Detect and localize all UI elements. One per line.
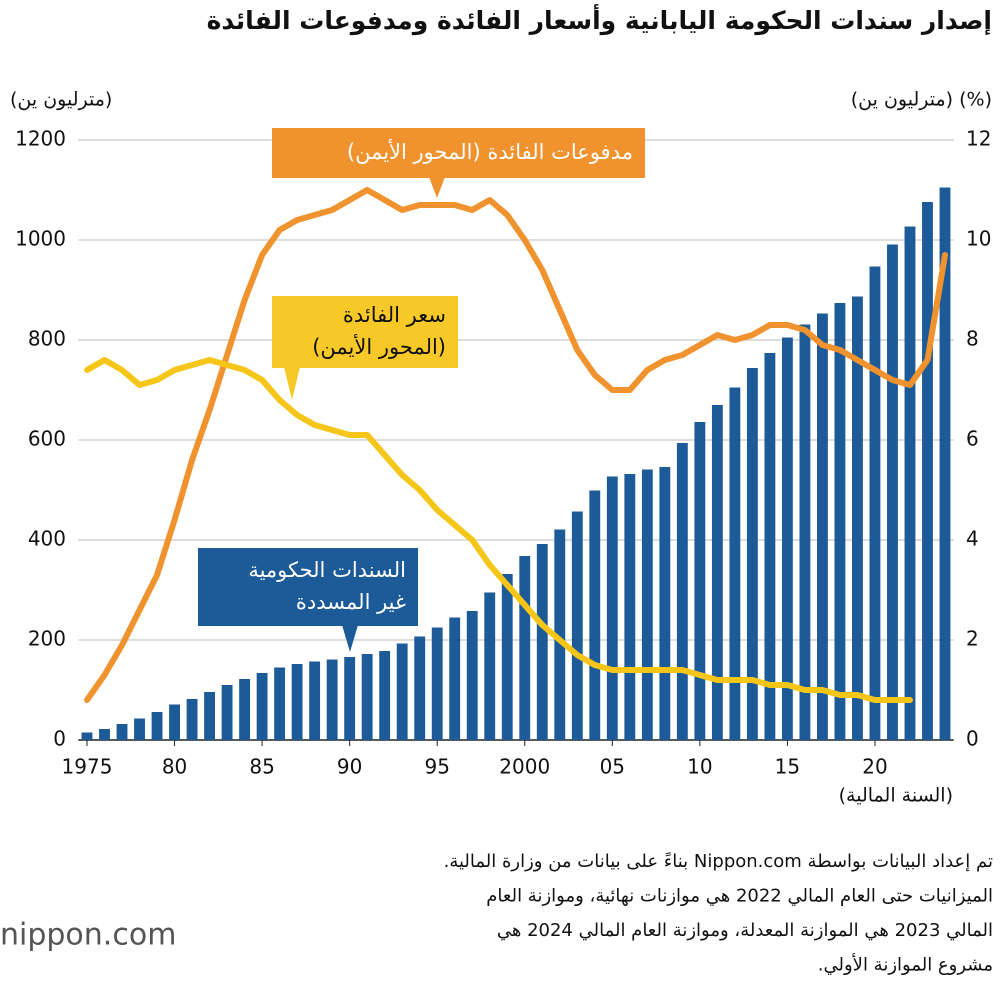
bar: [466, 611, 478, 740]
x-tick-label: 15: [775, 755, 800, 779]
bar: [519, 556, 531, 740]
bar: [571, 511, 583, 740]
y2-tick-label: 10: [966, 227, 991, 251]
bar: [764, 353, 776, 740]
y2-tick-label: 12: [966, 127, 991, 151]
y2-tick-label: 0: [966, 727, 979, 751]
y2-tick-label: 8: [966, 327, 979, 351]
y-tick-label: 1200: [15, 127, 66, 151]
bar: [641, 469, 653, 740]
y2-tick-label: 4: [966, 527, 979, 551]
bar: [274, 667, 286, 740]
bar: [134, 718, 145, 740]
bar: [939, 187, 951, 740]
y2-tick-label: 2: [966, 627, 979, 651]
bar: [326, 659, 338, 740]
legend-label: السندات الحكومية غير المسددة: [248, 558, 406, 614]
y-tick-label: 600: [28, 427, 66, 451]
bar: [554, 529, 566, 740]
bar: [221, 685, 233, 740]
callout-box: [272, 296, 458, 368]
bar: [799, 324, 811, 740]
y-axis-label: (مترليون ين): [10, 89, 112, 111]
bar: [781, 337, 793, 740]
bar: [606, 476, 618, 740]
footnote: المالي 2023 هي الموازنة المعدلة، وموازنة…: [497, 920, 993, 941]
legend-label: مدفوعات الفائدة (المحور الأيمن): [347, 139, 633, 164]
bar: [151, 712, 163, 740]
chart-title: إصدار سندات الحكومة اليابانية وأسعار الف…: [207, 4, 992, 36]
y-tick-label: 1000: [15, 227, 66, 251]
bar: [431, 627, 443, 740]
bar: [169, 704, 180, 740]
y2-tick-label: 6: [966, 427, 979, 451]
y-tick-label: 400: [28, 527, 66, 551]
x-tick-label: 95: [424, 755, 449, 779]
logo: nippon.com: [0, 918, 176, 953]
x-tick-label: 90: [337, 755, 362, 779]
y-tick-label: 0: [53, 727, 66, 751]
bar: [309, 661, 321, 740]
x-tick-label: 85: [249, 755, 274, 779]
bar: [729, 387, 741, 740]
bar: [204, 692, 216, 740]
bar: [484, 592, 496, 740]
bar: [256, 673, 268, 740]
y-tick-label: 200: [28, 627, 66, 651]
bar: [816, 313, 828, 740]
bar: [624, 474, 636, 740]
x-tick-label: 80: [162, 755, 187, 779]
bar: [589, 490, 601, 740]
bar: [711, 405, 723, 740]
bar: [746, 368, 758, 740]
bar: [904, 226, 916, 740]
callout-pointer: [429, 177, 445, 198]
bar: [536, 544, 548, 740]
bar: [676, 443, 688, 740]
bar: [414, 636, 426, 740]
x-tick-label: 05: [600, 755, 625, 779]
bar: [852, 296, 863, 740]
x-tick-label: 10: [687, 755, 712, 779]
bar: [361, 654, 373, 740]
footnote: تم إعداد البيانات بواسطة Nippon.com بناء…: [444, 851, 993, 872]
bar: [501, 574, 513, 740]
bar: [186, 699, 198, 740]
callout-pointer: [284, 367, 300, 400]
bar: [81, 732, 93, 740]
bar: [344, 657, 356, 740]
legend-callout: سعر الفائدة (المحور الأيمن): [272, 296, 458, 400]
line: [84, 357, 913, 703]
bar: [379, 651, 391, 740]
bar: [449, 617, 461, 740]
callout-box: [272, 128, 645, 178]
footnote: مشروع الموازنة الأولي.: [818, 954, 993, 976]
bar: [396, 643, 408, 740]
legend-label: سعر الفائدة (المحور الأيمن): [312, 303, 446, 359]
bar: [239, 679, 251, 740]
x-tick-label: 1975: [62, 755, 113, 779]
bar: [291, 664, 303, 740]
callout-pointer: [342, 625, 358, 652]
bar: [659, 467, 671, 740]
legend-callout: السندات الحكومية غير المسددة: [198, 548, 418, 652]
x-axis-label: (السنة المالية): [839, 785, 953, 807]
x-tick-label: 2000: [499, 755, 550, 779]
bar: [887, 244, 898, 740]
bar: [869, 266, 881, 740]
footnote: الميزانيات حتى العام المالي 2022 هي مواز…: [486, 886, 993, 907]
y-tick-label: 800: [28, 327, 66, 351]
bar: [694, 422, 706, 740]
bar: [834, 303, 846, 740]
y2-axis-label: (%) (مترليون ين): [851, 89, 992, 111]
callout-box: [198, 548, 418, 626]
line: [84, 187, 948, 703]
bar: [116, 724, 128, 740]
legend-callout: مدفوعات الفائدة (المحور الأيمن): [272, 128, 645, 198]
bar: [922, 202, 933, 740]
bar: [99, 729, 110, 740]
x-tick-label: 20: [862, 755, 887, 779]
